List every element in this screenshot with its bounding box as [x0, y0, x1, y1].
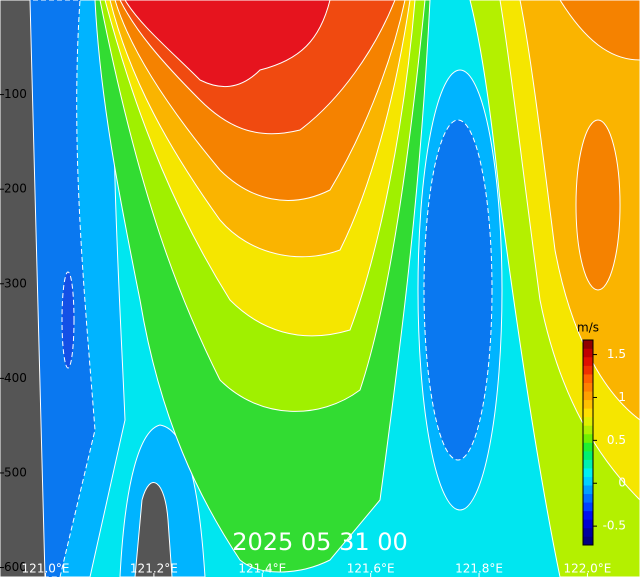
colorbar-swatch: [583, 476, 593, 486]
x-tick-label: 121.2°E: [130, 562, 178, 576]
colorbar-swatch: [583, 468, 593, 477]
colorbar-swatch: [583, 519, 593, 529]
colorbar-label: m/s: [577, 321, 599, 335]
colorbar-swatch: [583, 348, 593, 358]
y-tick-label: 500: [4, 465, 27, 479]
colorbar-tick-label: 1.5: [607, 347, 626, 361]
y-tick-label: 300: [4, 276, 27, 290]
colorbar-frame: [582, 339, 594, 546]
colorbar-swatch: [583, 433, 593, 443]
x-tick-label: 122.0°E: [563, 562, 611, 576]
colorbar-tick-label: -0.5: [603, 519, 626, 533]
x-tick-label: 121.6°E: [347, 562, 395, 576]
colorbar-swatch: [583, 340, 593, 349]
land-mask: [134, 482, 173, 577]
colorbar-tick-label: 1: [618, 390, 626, 404]
colorbar-swatch: [583, 425, 593, 435]
contour-band: [61, 271, 75, 369]
colorbar-swatch: [583, 485, 593, 495]
colorbar-swatch: [583, 416, 593, 426]
y-tick-label: 400: [4, 371, 27, 385]
colorbar-swatch: [583, 382, 593, 392]
contour-band: [575, 119, 621, 291]
x-tick-label: 121.4°E: [238, 562, 286, 576]
colorbar-swatch: [583, 459, 593, 469]
contour-band: [24, 0, 96, 577]
colorbar-swatch: [583, 527, 593, 537]
colorbar-swatch: [583, 365, 593, 375]
colorbar-swatch: [583, 391, 593, 401]
colorbar-swatch: [583, 408, 593, 418]
x-tick-label: 121.0°E: [22, 562, 70, 576]
colorbar-swatch: [583, 493, 593, 503]
y-tick-label: 100: [4, 87, 27, 101]
y-tick-label: 200: [4, 182, 27, 196]
land-mask: [0, 0, 46, 577]
y-tick-label: 600: [4, 560, 27, 574]
colorbar-tick-label: 0: [618, 476, 626, 490]
colorbar-swatch: [583, 399, 593, 409]
colorbar-swatch: [583, 442, 593, 452]
colorbar-swatch: [583, 536, 593, 546]
colorbar-swatch: [583, 502, 593, 512]
colorbar-swatch: [583, 374, 593, 384]
x-tick-label: 121.8°E: [455, 562, 503, 576]
chart-title: 2025 05 31 00: [232, 528, 408, 556]
colorbar-swatch: [583, 451, 593, 460]
colorbar-tick-label: 0.5: [607, 433, 626, 447]
colorbar-swatch: [583, 357, 593, 366]
contour-band: [423, 119, 493, 461]
contour-band: [124, 0, 331, 88]
colorbar-swatch: [583, 510, 593, 520]
